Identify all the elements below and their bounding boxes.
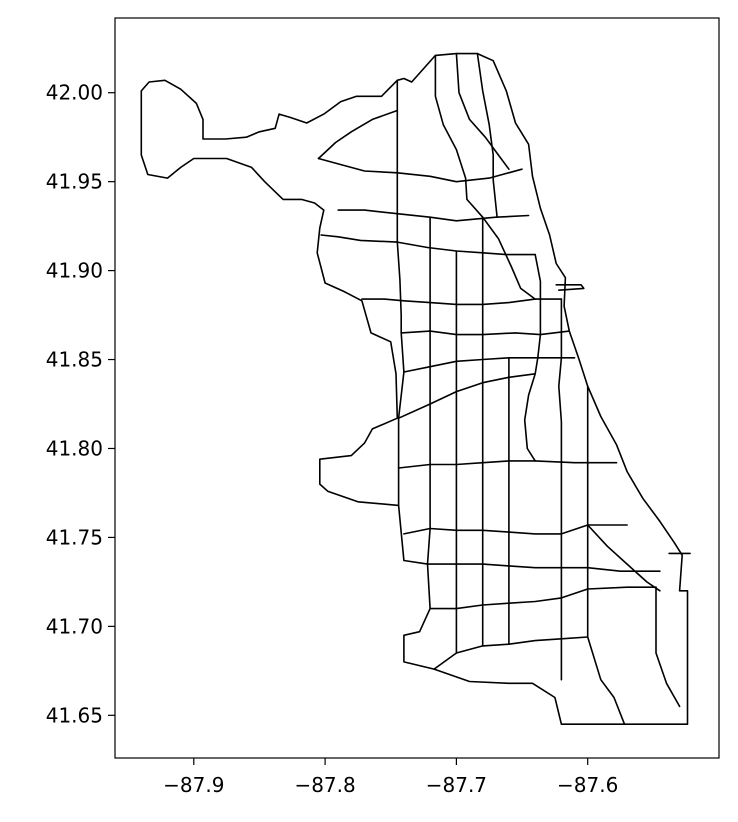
axes-frame [114, 17, 720, 759]
boundary-south-line-c [426, 563, 661, 572]
y-tick-label: 41.65 [46, 703, 103, 727]
boundary-layer [140, 52, 691, 725]
y-axis: 42.00 41.95 41.90 41.85 41.80 41.75 41.70 41.65 [46, 81, 115, 727]
y-tick-label: 41.95 [46, 170, 103, 194]
boundary-north-spine [396, 79, 405, 507]
x-tick-label: −87.9 [163, 773, 224, 797]
boundary-city-outline [140, 52, 689, 725]
boundary-navy-pier [555, 284, 585, 291]
y-tick-label: 41.90 [46, 259, 103, 283]
boundary-kennedy-diagonal [317, 109, 399, 160]
boundary-ravenswood-line [476, 52, 498, 218]
y-tick-label: 41.75 [46, 525, 103, 549]
boundary-north-lakeview-line [455, 52, 510, 170]
boundary-state-spine [558, 298, 563, 681]
boundary-calumet-line [655, 586, 681, 708]
boundary-north-east-west-line [317, 157, 523, 183]
boundary-south-line-a [397, 460, 618, 469]
y-tick-label: 41.80 [46, 436, 103, 460]
boundary-kedzie-spine [426, 216, 431, 565]
boundary-south-shore-diagonal [586, 524, 661, 592]
x-tick-label: −87.7 [426, 773, 487, 797]
boundary-northwest-line [320, 234, 536, 256]
x-axis: −87.9 −87.8 −87.7 −87.6 [163, 758, 618, 797]
y-tick-label: 41.85 [46, 348, 103, 372]
boundary-southwest-diagonal [397, 373, 536, 419]
x-tick-label: −87.8 [294, 773, 355, 797]
x-tick-label: −87.6 [557, 773, 618, 797]
boundary-far-south-line [429, 586, 657, 610]
boundary-loop-spine [523, 253, 542, 462]
boundary-river-north-branch [434, 54, 536, 300]
boundary-cottage-spine [586, 385, 626, 725]
y-tick-label: 42.00 [46, 81, 103, 105]
y-tick-label: 41.70 [46, 614, 103, 638]
